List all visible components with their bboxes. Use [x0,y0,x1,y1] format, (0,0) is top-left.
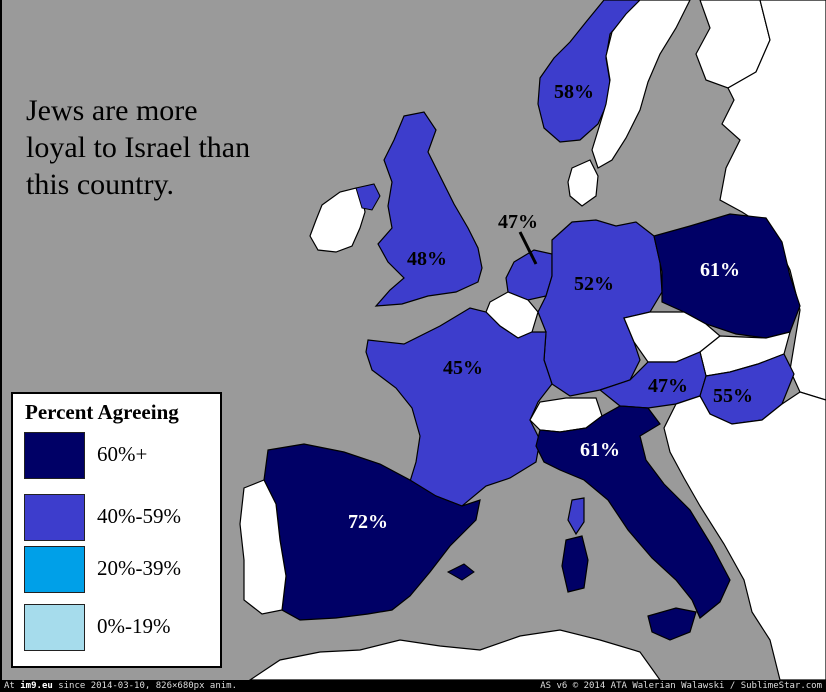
legend-title: Percent Agreeing [25,400,179,424]
legend-swatch-20-39 [24,546,85,593]
legend-label-20-39: 20%-39% [97,556,181,580]
country-portugal [239,479,287,615]
map-title: Jews are more loyal to Israel than this … [26,92,326,203]
label-spain: 72% [348,511,388,533]
legend-swatch-60-plus [24,432,85,479]
country-northern-ireland [355,183,381,211]
country-sweden [591,0,691,169]
island-corsica [567,497,585,536]
legend-label-0-19: 0%-19% [97,614,171,638]
label-uk: 48% [407,248,447,270]
legend-swatch-0-19 [24,604,85,651]
label-france: 45% [443,357,483,379]
legend-label-60-plus: 60%+ [97,442,148,466]
legend: Percent Agreeing 60%+ 40%-59% 20%-39% 0%… [11,392,222,668]
island-sardinia [561,535,589,593]
country-ireland [309,187,366,253]
footer-suffix: since 2014-03-10, 826×680px anim. [52,681,238,691]
footer-credit: AS v6 © 2014 ATA Walerian Walawski / Sub… [540,681,822,691]
legend-swatch-40-59 [24,494,85,541]
title-line-3: this country. [26,168,175,201]
footer-site-link[interactable]: im9.eu [20,681,53,691]
label-poland: 61% [700,259,740,281]
label-germany: 52% [574,273,614,295]
label-hungary: 55% [713,385,753,407]
island-sicily [647,607,697,641]
region-balkans [663,391,826,680]
label-norway: 58% [554,81,594,103]
label-italy: 61% [580,439,620,461]
country-uk [374,111,483,307]
island-balearic [446,563,475,581]
netherlands-pointer [518,231,538,265]
country-italy [535,405,731,619]
label-austria: 47% [648,375,688,397]
title-line-2: loyal to Israel than [26,131,251,164]
legend-label-40-59: 40%-59% [97,504,181,528]
region-north-africa [248,629,661,680]
title-line-1: Jews are more [26,94,198,127]
label-netherlands: 47% [498,211,538,233]
country-germany [537,219,663,397]
footer-left: At im9.eu since 2014-03-10, 826×680px an… [4,680,237,692]
footer-prefix: At [4,681,21,691]
country-denmark [567,159,599,207]
footer-bar: At im9.eu since 2014-03-10, 826×680px an… [0,680,826,692]
